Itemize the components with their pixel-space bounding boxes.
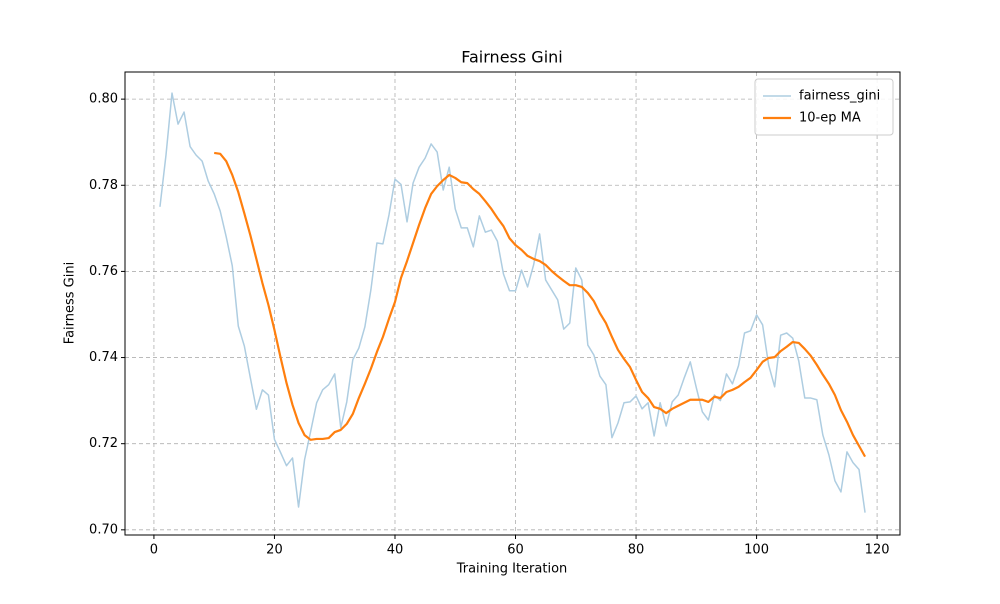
series-line <box>214 151 867 458</box>
y-tick-label: 0.78 <box>89 178 118 193</box>
y-axis-label: Fairness Gini <box>63 262 78 344</box>
y-tick-label: 0.70 <box>89 522 118 537</box>
plot-frame <box>124 71 901 536</box>
y-tick-label: 0.80 <box>89 92 118 107</box>
chart-title: Fairness Gini <box>461 48 562 67</box>
x-axis-label: Training Iteration <box>456 562 568 577</box>
x-tick-label: 80 <box>628 543 645 558</box>
series-line <box>159 92 866 513</box>
x-tick-label: 40 <box>387 543 404 558</box>
legend-box <box>754 78 894 136</box>
legend-label: 10-ep MA <box>799 111 861 126</box>
y-tick-label: 0.74 <box>89 350 118 365</box>
x-tick-label: 120 <box>865 543 890 558</box>
x-tick-label: 0 <box>150 543 158 558</box>
x-tick-label: 100 <box>744 543 769 558</box>
x-tick-label: 60 <box>507 543 524 558</box>
y-tick-label: 0.72 <box>89 436 118 451</box>
x-tick-label: 20 <box>266 543 283 558</box>
legend-label: fairness_gini <box>799 89 880 104</box>
y-tick-label: 0.76 <box>89 264 118 279</box>
